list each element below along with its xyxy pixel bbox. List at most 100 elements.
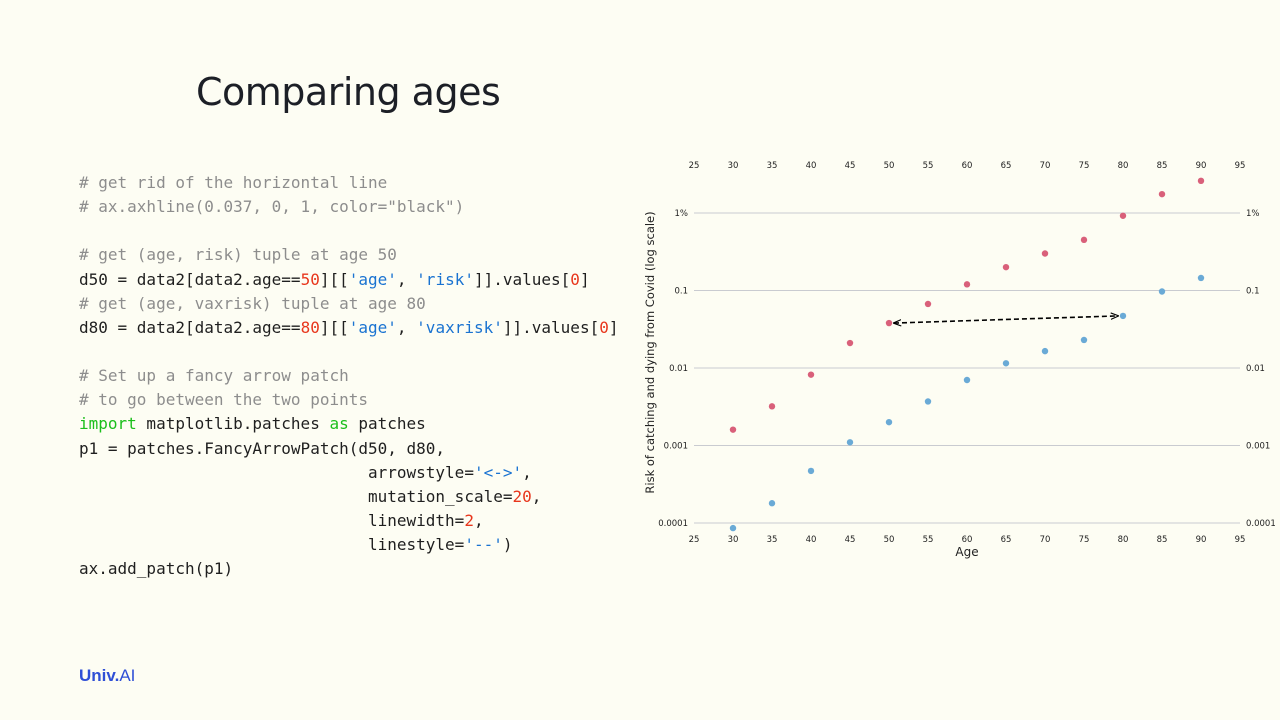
code-token: ]].values[: [502, 317, 600, 337]
x-tick-label: 25: [689, 535, 700, 545]
code-line: import matplotlib.patches as patches: [79, 412, 618, 436]
y-tick-label: 0.01: [669, 364, 688, 374]
data-point: [963, 376, 971, 384]
y-tick-label-right: 1%: [1246, 209, 1260, 219]
y-tick-label: 0.001: [664, 441, 688, 451]
x-tick-label-top: 45: [845, 161, 856, 171]
code-token: 20: [512, 486, 532, 506]
data-point: [1041, 250, 1049, 257]
code-token: 80: [300, 317, 320, 337]
data-point: [1197, 274, 1205, 282]
data-point: [1197, 177, 1205, 185]
x-tick-label-top: 30: [728, 161, 739, 171]
code-token: # Set up a fancy arrow patch: [79, 366, 349, 386]
y-tick-label: 1%: [675, 209, 689, 219]
univ-ai-logo: Univ.AI: [79, 666, 135, 686]
code-line: linewidth=2,: [79, 509, 618, 533]
data-point: [807, 467, 815, 475]
x-tick-label: 90: [1196, 535, 1207, 545]
code-token: '<->': [473, 462, 523, 482]
code-token: 'risk': [416, 269, 474, 289]
data-point: [729, 524, 737, 532]
code-line: mutation_scale=20,: [79, 485, 618, 509]
code-line: ax.add_patch(p1): [79, 557, 618, 581]
data-point: [846, 339, 854, 347]
code-line: # get (age, risk) tuple at age 50: [79, 243, 618, 267]
code-line: # to go between the two points: [79, 388, 618, 412]
code-line: linestyle='--'): [79, 533, 618, 557]
data-point: [807, 371, 815, 378]
comparison-arrow: [894, 316, 1118, 323]
code-token: matplotlib.patches: [136, 414, 330, 434]
data-point: [1002, 263, 1010, 271]
x-tick-label-top: 35: [767, 161, 778, 171]
y-axis-label: Risk of catching and dying from Covid (l…: [643, 211, 657, 493]
data-point: [768, 403, 776, 410]
code-line: p1 = patches.FancyArrowPatch(d50, d80,: [79, 437, 618, 461]
x-axis-label: Age: [955, 545, 978, 559]
x-tick-label: 35: [767, 535, 778, 545]
y-tick-label-right: 0.01: [1246, 364, 1265, 374]
y-tick-label: 0.1: [674, 286, 688, 296]
x-tick-label: 80: [1118, 535, 1129, 545]
data-point: [1119, 212, 1127, 219]
x-tick-label: 55: [923, 535, 934, 545]
code-token: ,: [473, 510, 484, 530]
data-point: [1080, 236, 1088, 244]
logo-suffix: AI: [119, 666, 136, 685]
data-point: [729, 426, 737, 433]
data-point: [1158, 288, 1166, 295]
x-tick-label: 85: [1157, 535, 1168, 545]
code-token: 2: [464, 510, 474, 530]
x-tick-label-top: 50: [884, 161, 895, 171]
data-point: [924, 398, 932, 405]
code-token: ]].values[: [473, 269, 571, 289]
y-tick-label: 0.0001: [658, 519, 688, 529]
code-token: # ax.axhline(0.037, 0, 1, color="black"): [79, 197, 465, 217]
data-point: [768, 500, 776, 507]
x-tick-label-top: 95: [1235, 161, 1246, 171]
code-token: mutation_scale=: [79, 486, 513, 506]
code-token: ][[: [319, 317, 349, 337]
code-line: d80 = data2[data2.age==80][['age', 'vaxr…: [79, 316, 618, 340]
code-token: ,: [396, 269, 417, 289]
x-tick-label-top: 65: [1001, 161, 1012, 171]
code-token: # to go between the two points: [79, 390, 368, 410]
y-tick-label-right: 0.0001: [1246, 519, 1276, 529]
code-token: 0: [599, 317, 609, 337]
x-tick-label-top: 40: [806, 161, 817, 171]
code-token: import: [79, 414, 137, 434]
data-point: [1080, 336, 1088, 344]
code-token: as: [329, 414, 349, 434]
x-tick-label: 95: [1235, 535, 1246, 545]
x-tick-label: 50: [884, 535, 895, 545]
code-token: ]: [608, 317, 619, 337]
code-token: # get rid of the horizontal line: [79, 173, 388, 192]
data-point: [1041, 347, 1049, 355]
code-line: # get rid of the horizontal line: [79, 171, 618, 195]
code-line: d50 = data2[data2.age==50][['age', 'risk…: [79, 268, 618, 292]
code-line: # Set up a fancy arrow patch: [79, 364, 618, 388]
y-tick-label-right: 0.1: [1246, 286, 1260, 296]
x-tick-label-top: 85: [1157, 161, 1168, 171]
x-tick-label-top: 70: [1040, 161, 1051, 171]
code-line: # ax.axhline(0.037, 0, 1, color="black"): [79, 195, 618, 219]
y-tick-label-right: 0.001: [1246, 441, 1270, 451]
x-tick-label: 30: [728, 535, 739, 545]
x-tick-label: 45: [845, 535, 856, 545]
code-block: # get rid of the horizontal line # ax.axh…: [79, 171, 618, 581]
code-token: '--': [464, 535, 503, 555]
code-token: 'age': [348, 317, 397, 337]
data-point: [963, 281, 971, 288]
code-token: ,: [531, 486, 542, 506]
data-point: [885, 418, 893, 426]
code-token: 'vaxrisk': [416, 317, 503, 337]
code-token: ,: [396, 317, 417, 337]
x-tick-label: 60: [962, 535, 973, 545]
code-token: linestyle=: [79, 535, 465, 555]
x-tick-label: 75: [1079, 535, 1090, 545]
code-token: patches: [348, 414, 426, 434]
code-token: ,: [522, 462, 532, 482]
slide-title: Comparing ages: [196, 70, 501, 114]
code-token: # get (age, risk) tuple at age 50: [79, 245, 397, 265]
